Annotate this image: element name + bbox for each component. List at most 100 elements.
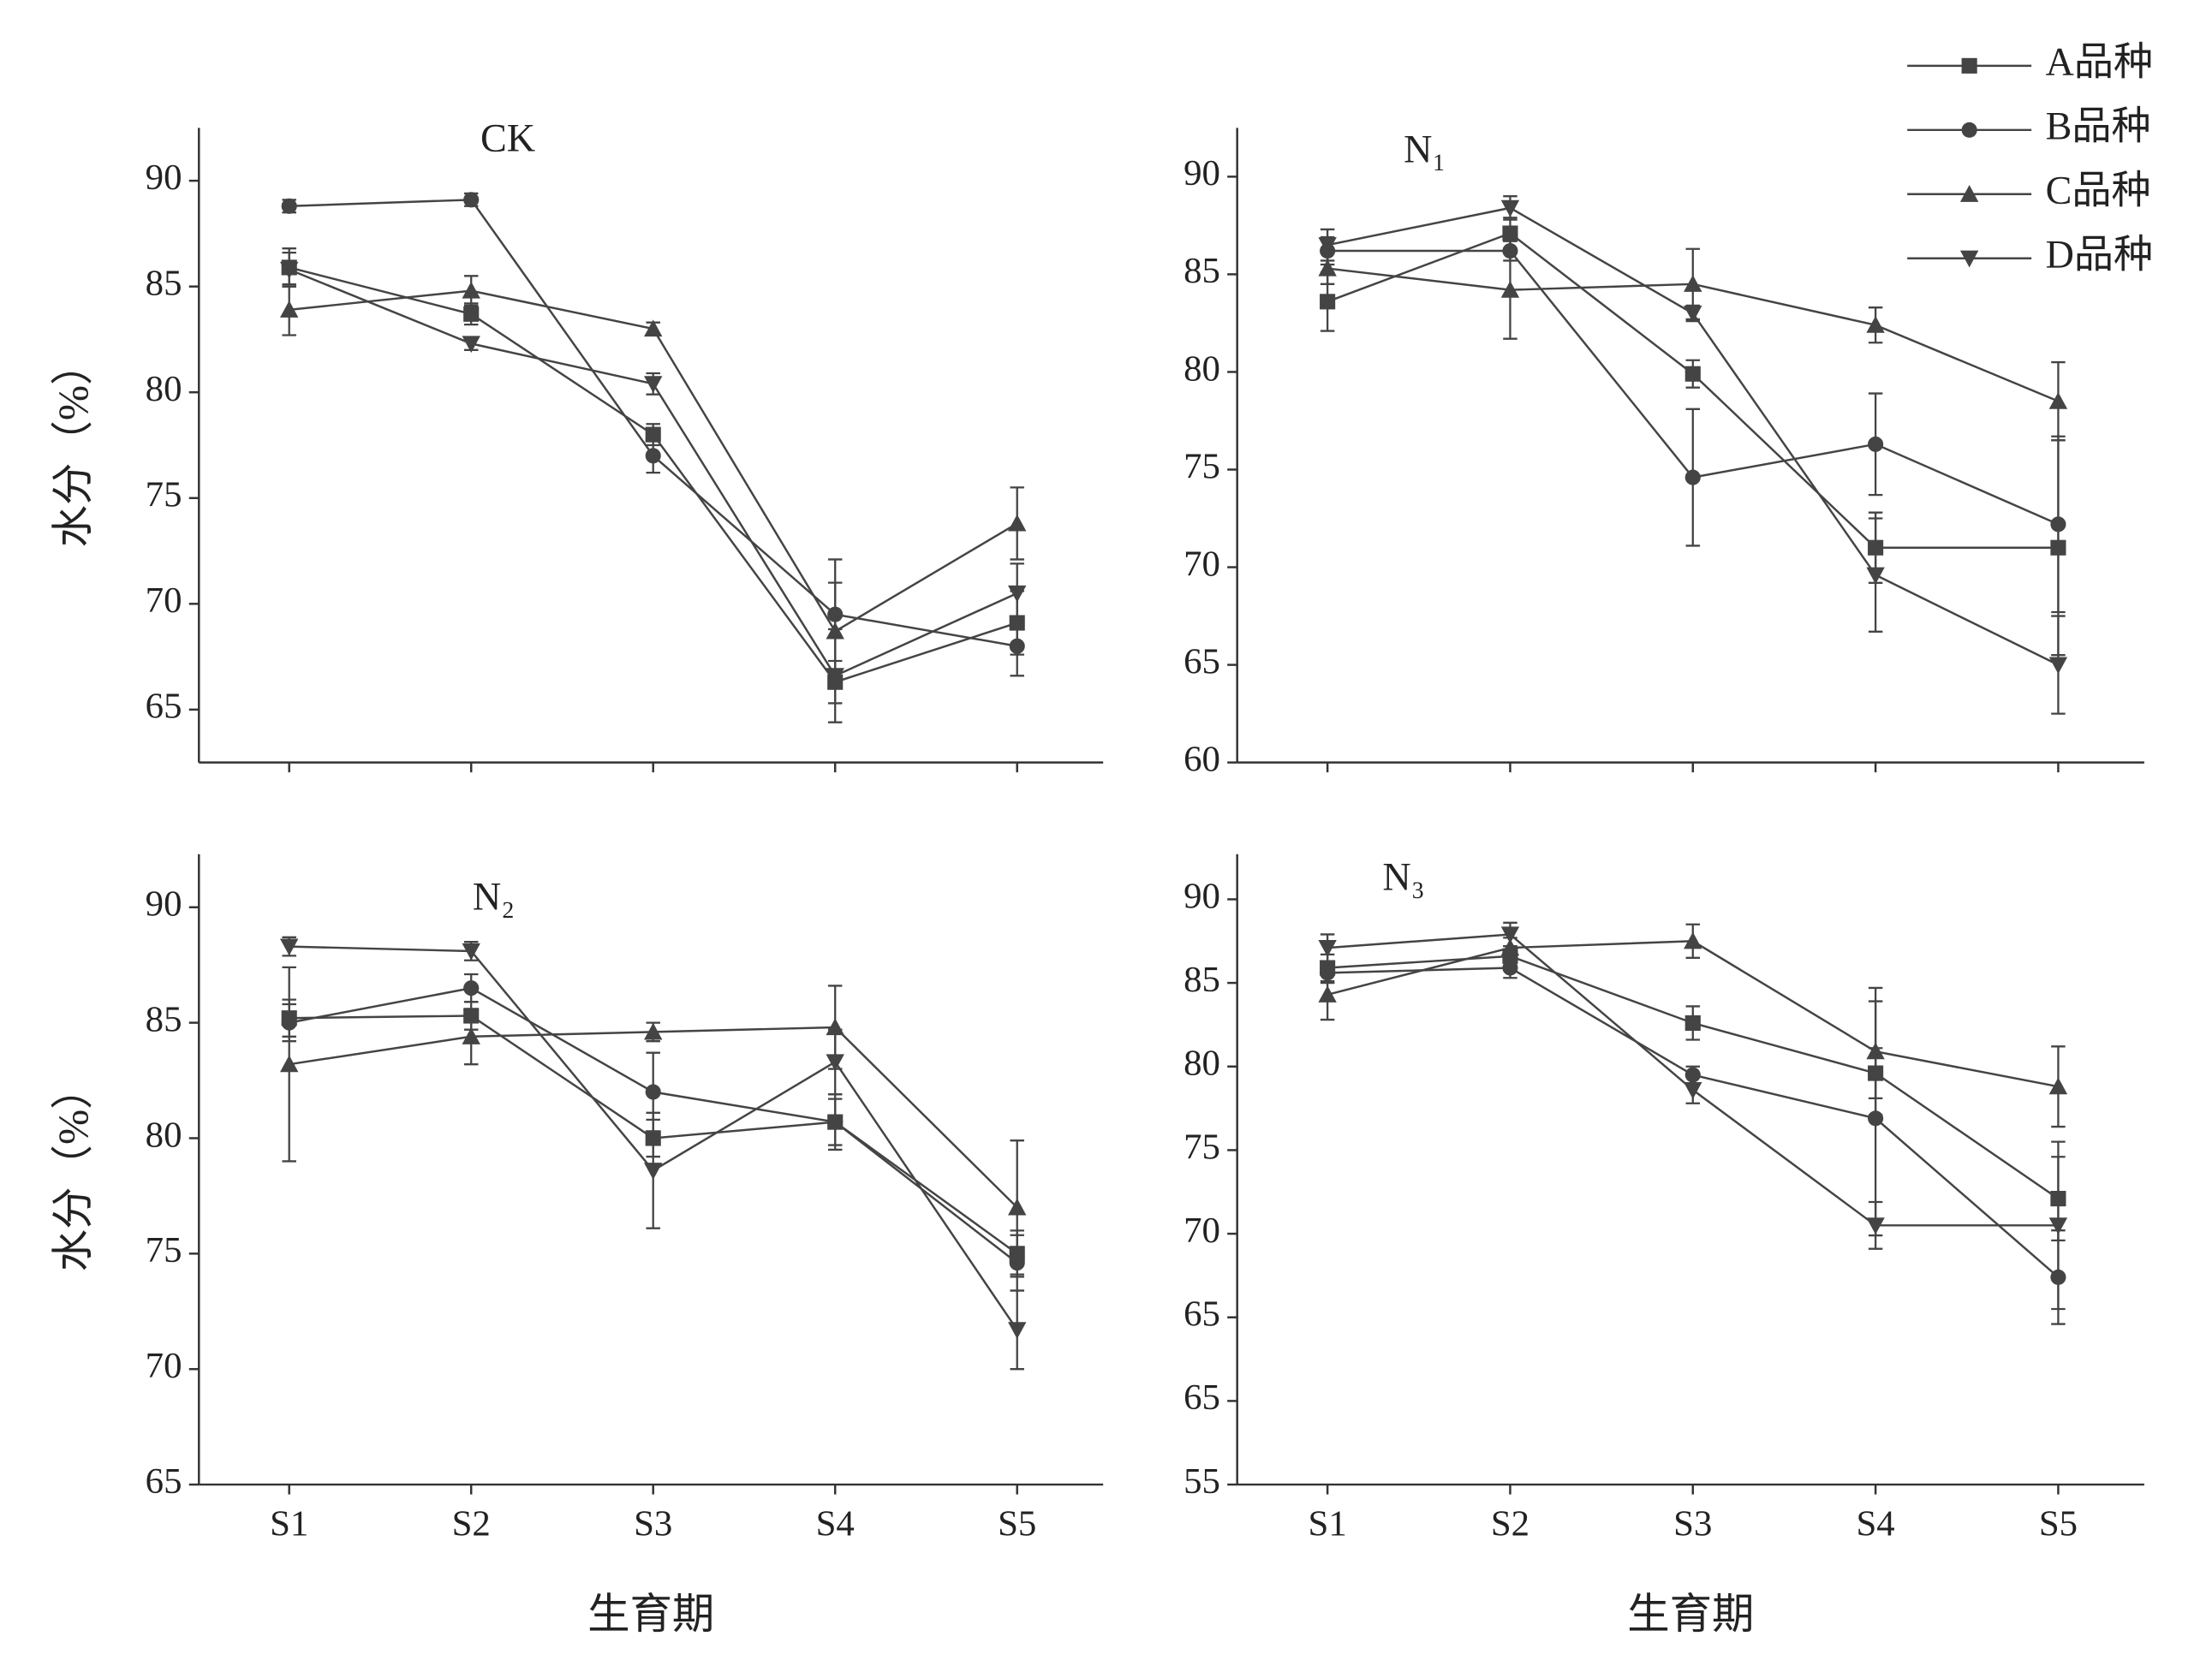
x-tick-label: S2 — [452, 1503, 491, 1544]
marker — [1684, 275, 1702, 292]
x-tick-label: S4 — [1856, 1503, 1894, 1544]
y-axis-label: 水分（%） — [50, 1067, 97, 1271]
y-tick-label: 75 — [1184, 1127, 1220, 1167]
y-axis-label: 水分（%） — [50, 343, 97, 548]
x-tick-label: S3 — [634, 1503, 672, 1544]
marker — [826, 1054, 844, 1072]
marker — [462, 336, 480, 354]
marker — [463, 980, 480, 997]
marker — [462, 1027, 480, 1044]
x-tick-label: S5 — [998, 1503, 1036, 1544]
y-tick-label: 85 — [1184, 960, 1220, 1000]
marker — [644, 376, 663, 394]
y-tick-label: 85 — [146, 999, 182, 1039]
marker — [2048, 391, 2068, 409]
y-tick-label: 80 — [146, 369, 182, 409]
marker — [281, 198, 297, 214]
marker — [1320, 294, 1336, 310]
marker — [1502, 225, 1518, 241]
marker — [2050, 516, 2066, 533]
marker — [2048, 1077, 2068, 1095]
legend-marker — [1959, 250, 1979, 268]
marker — [2048, 657, 2068, 675]
x-tick-label: S4 — [816, 1503, 855, 1544]
chart-title: N₃ — [1382, 855, 1424, 899]
series-line — [289, 199, 1017, 647]
x-axis-label: 生育期 — [587, 1591, 714, 1638]
chart-title: N₂ — [473, 875, 515, 919]
x-tick-label: S5 — [2039, 1503, 2078, 1544]
legend-marker — [1961, 122, 1977, 138]
marker — [1866, 1217, 1885, 1235]
y-tick-label: 90 — [1184, 153, 1220, 193]
marker — [644, 319, 663, 337]
marker — [1008, 1198, 1027, 1216]
marker — [1500, 280, 1520, 298]
marker — [1866, 1042, 1885, 1060]
y-tick-label: 85 — [1184, 251, 1220, 291]
y-tick-label: 75 — [1184, 446, 1220, 486]
marker — [1684, 366, 1701, 382]
legend-label: D品种 — [2046, 232, 2154, 276]
x-axis-label: 生育期 — [1627, 1591, 1754, 1638]
marker — [1684, 305, 1702, 323]
marker — [1502, 960, 1518, 976]
y-tick-label: 55 — [1184, 1461, 1220, 1502]
marker — [463, 192, 480, 208]
x-tick-label: S3 — [1673, 1503, 1712, 1544]
y-tick-label: 90 — [1184, 876, 1220, 916]
y-tick-label: 70 — [146, 580, 182, 621]
x-tick-label: S1 — [1309, 1503, 1347, 1544]
marker — [645, 448, 661, 464]
marker — [1318, 985, 1337, 1003]
legend-marker — [1959, 185, 1979, 202]
legend-marker — [1961, 57, 1977, 74]
legend-label: A品种 — [2046, 39, 2154, 83]
marker — [1008, 1322, 1027, 1340]
x-tick-label: S1 — [270, 1503, 308, 1544]
marker — [826, 1018, 844, 1036]
y-tick-label: 85 — [146, 263, 182, 303]
y-tick-label: 70 — [146, 1346, 182, 1386]
marker — [1684, 1082, 1702, 1099]
marker — [1868, 436, 1884, 452]
marker — [279, 1055, 299, 1073]
marker — [644, 1163, 663, 1180]
marker — [1318, 237, 1337, 254]
legend-label: B品种 — [2046, 104, 2151, 147]
y-tick-label: 90 — [146, 884, 182, 925]
marker — [279, 300, 299, 318]
legend-label: C品种 — [2046, 168, 2151, 211]
marker — [462, 943, 480, 961]
marker — [1866, 567, 1885, 585]
y-tick-label: 70 — [1184, 544, 1220, 584]
marker — [644, 1022, 663, 1040]
x-tick-label: S2 — [1491, 1503, 1529, 1544]
marker — [1009, 638, 1025, 654]
marker — [2048, 1217, 2068, 1235]
y-tick-label: 90 — [146, 158, 182, 198]
y-tick-label: 80 — [146, 1115, 182, 1155]
marker — [1500, 199, 1520, 217]
marker — [1500, 926, 1520, 944]
chart-title: CK — [480, 116, 535, 159]
marker — [1008, 514, 1027, 532]
y-tick-label: 65 — [146, 1461, 182, 1502]
marker — [826, 668, 844, 686]
marker — [279, 261, 299, 279]
marker — [1684, 1014, 1701, 1032]
y-tick-label: 80 — [1184, 348, 1220, 389]
y-tick-label: 60 — [1184, 739, 1220, 779]
marker — [1008, 585, 1027, 603]
y-tick-label: 65 — [1184, 641, 1220, 681]
y-tick-label: 75 — [146, 475, 182, 515]
y-tick-label: 65 — [146, 687, 182, 727]
y-tick-label: 75 — [146, 1230, 182, 1270]
y-tick-label: 65 — [1184, 1294, 1220, 1335]
marker — [279, 938, 299, 956]
marker — [827, 1114, 844, 1130]
marker — [462, 281, 480, 299]
marker — [463, 306, 480, 322]
